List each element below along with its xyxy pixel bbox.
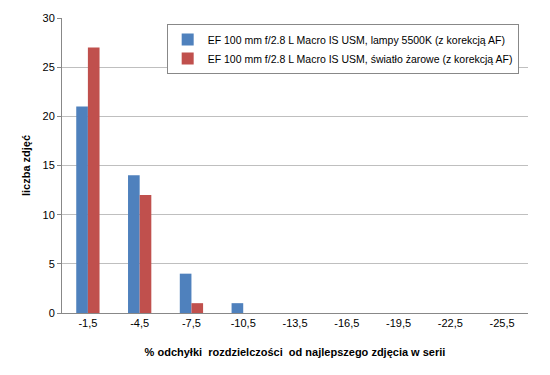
svg-text:-25,5: -25,5 (490, 317, 515, 329)
svg-text:% odchyłki rozdzielczości od: % odchyłki rozdzielczości od najlepszego… (145, 346, 446, 358)
svg-text:-13,5: -13,5 (282, 317, 307, 329)
svg-text:30: 30 (43, 12, 55, 24)
svg-text:EF 100 mm f/2.8 L Macro IS USM: EF 100 mm f/2.8 L Macro IS USM, światło … (208, 52, 513, 64)
svg-text:20: 20 (43, 110, 55, 122)
svg-text:0: 0 (49, 307, 55, 319)
svg-text:15: 15 (43, 159, 55, 171)
svg-text:-1,5: -1,5 (78, 317, 97, 329)
svg-text:-16,5: -16,5 (334, 317, 359, 329)
svg-text:25: 25 (43, 61, 55, 73)
svg-text:-7,5: -7,5 (182, 317, 201, 329)
svg-text:EF 100 mm f/2.8 L Macro IS USM: EF 100 mm f/2.8 L Macro IS USM, lampy 55… (208, 33, 505, 45)
svg-text:10: 10 (43, 209, 55, 221)
svg-text:5: 5 (49, 258, 55, 270)
svg-text:-19,5: -19,5 (386, 317, 411, 329)
svg-text:-22,5: -22,5 (438, 317, 463, 329)
svg-text:liczba zdjęć: liczba zdjęć (20, 135, 32, 196)
svg-text:-10,5: -10,5 (231, 317, 256, 329)
svg-text:-4,5: -4,5 (130, 317, 149, 329)
